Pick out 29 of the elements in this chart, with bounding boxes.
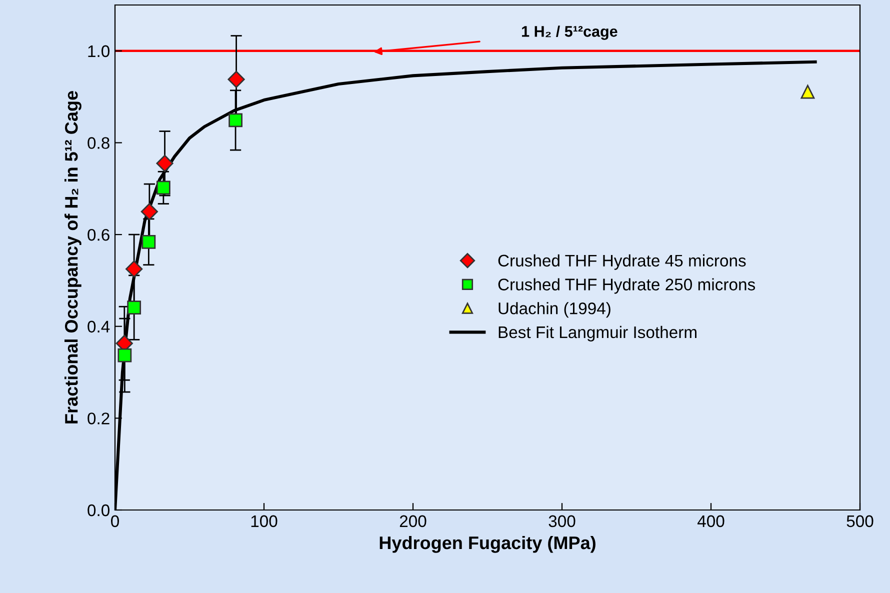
legend-label: Best Fit Langmuir Isotherm [498, 326, 696, 342]
point [126, 260, 143, 278]
y-tick-label: 0.2 [88, 412, 110, 424]
point [156, 154, 174, 172]
legend-label: Crushed THF Hydrate 250 microns [498, 278, 756, 294]
y-tick-label: 0.6 [88, 228, 110, 241]
point [800, 84, 815, 99]
x-axis-title: Hydrogen Fugacity (MPa) [380, 536, 596, 553]
x-tick-label: 200 [400, 515, 426, 528]
point [127, 300, 142, 314]
point [142, 234, 156, 249]
legend-label: Udachin (1994) [498, 302, 610, 318]
point [118, 348, 132, 362]
x-tick-label: 400 [697, 515, 724, 528]
x-tick-label: 0 [111, 515, 119, 528]
point [228, 113, 242, 128]
y-tick-label: 1.0 [88, 45, 110, 58]
point [140, 203, 158, 220]
x-tick-label: 100 [251, 515, 278, 528]
x-tick-label: 500 [846, 515, 874, 528]
y-axis-title: Fractional Occupancy of H₂ in 5¹² Cage [64, 91, 82, 424]
x-tick-label: 300 [548, 515, 576, 528]
annotation: 1 H₂ / 5¹²cage [522, 26, 618, 40]
point [228, 70, 245, 88]
y-tick-label: 0.8 [88, 137, 110, 149]
point [156, 180, 170, 195]
y-tick-label: 0.0 [88, 504, 110, 516]
legend-label: Crushed THF Hydrate 45 microns [498, 254, 746, 270]
y-tick-label: 0.4 [88, 320, 110, 333]
